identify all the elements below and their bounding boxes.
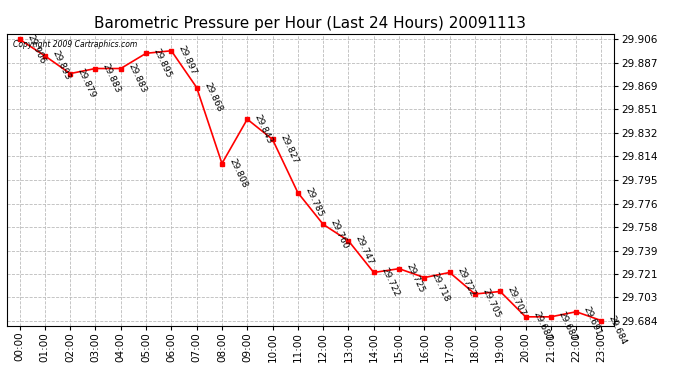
Text: 29.883: 29.883: [101, 62, 122, 94]
Text: 29.868: 29.868: [202, 81, 224, 113]
Text: 29.808: 29.808: [228, 157, 249, 189]
Text: 29.906: 29.906: [25, 33, 46, 65]
Text: 29.725: 29.725: [404, 262, 426, 294]
Text: 29.687: 29.687: [531, 310, 553, 343]
Text: 29.691: 29.691: [582, 305, 603, 338]
Text: 29.718: 29.718: [430, 271, 451, 303]
Text: 29.687: 29.687: [556, 310, 578, 343]
Text: 29.827: 29.827: [278, 133, 299, 165]
Text: 29.895: 29.895: [152, 47, 173, 79]
Text: 29.785: 29.785: [304, 186, 325, 219]
Text: 29.707: 29.707: [506, 285, 527, 317]
Text: 29.893: 29.893: [50, 49, 72, 82]
Text: 29.705: 29.705: [480, 288, 502, 320]
Text: 29.897: 29.897: [177, 44, 198, 76]
Text: 29.747: 29.747: [354, 234, 375, 267]
Text: 29.760: 29.760: [328, 218, 350, 250]
Text: 29.879: 29.879: [76, 67, 97, 99]
Text: Copyright 2009 Cartraphics.com: Copyright 2009 Cartraphics.com: [13, 40, 137, 49]
Text: 29.722: 29.722: [380, 266, 401, 298]
Text: 29.722: 29.722: [455, 266, 477, 298]
Text: 29.843: 29.843: [253, 112, 274, 145]
Title: Barometric Pressure per Hour (Last 24 Hours) 20091113: Barometric Pressure per Hour (Last 24 Ho…: [95, 16, 526, 31]
Text: 29.883: 29.883: [126, 62, 148, 94]
Text: 29.684: 29.684: [607, 314, 629, 346]
